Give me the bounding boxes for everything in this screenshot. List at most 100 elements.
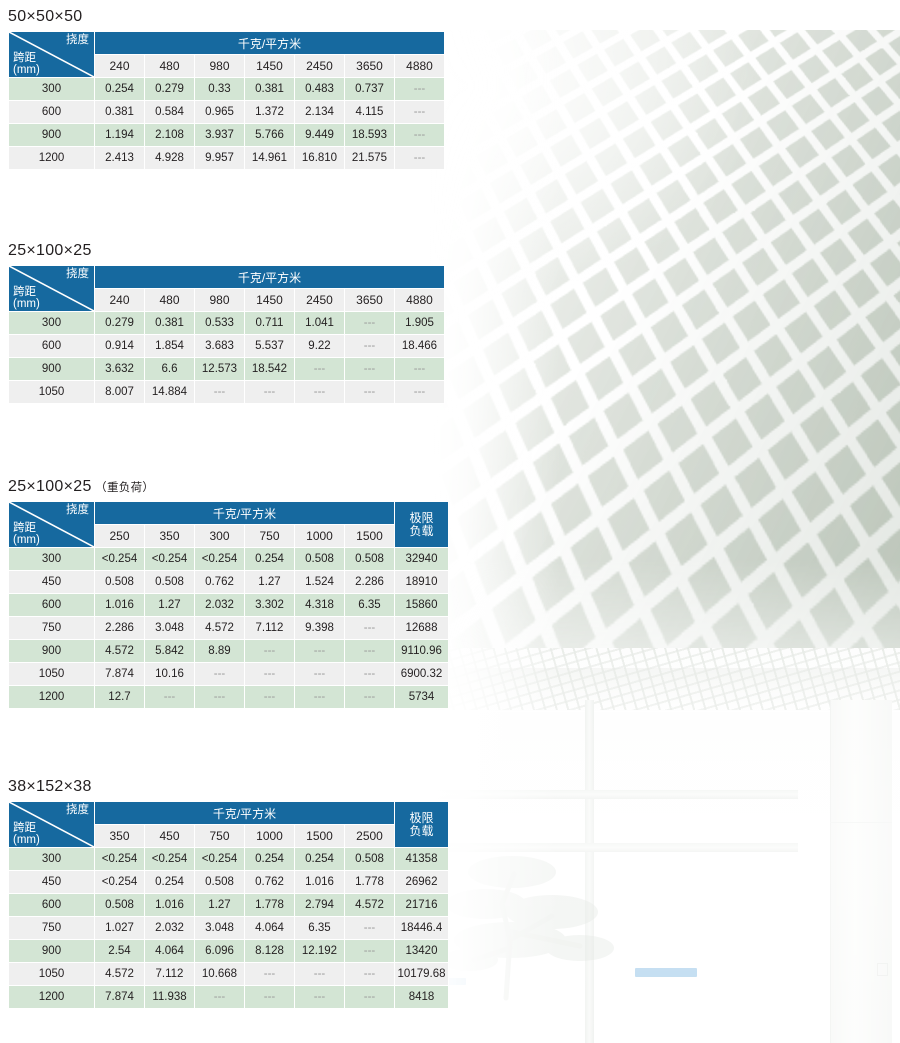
deflection-value-cell: ---	[295, 663, 344, 685]
deflection-value-cell: 9.398	[295, 617, 344, 639]
deflection-value-cell: 2.134	[295, 101, 344, 123]
deflection-value-cell: 6.35	[295, 917, 344, 939]
deflection-value-cell: 1.778	[245, 894, 294, 916]
span-axis-label: 跨距 (mm)	[13, 52, 40, 76]
load-column-header: 3650	[345, 55, 394, 77]
deflection-value-cell: 11.938	[145, 986, 194, 1008]
deflection-value-cell: 16.810	[295, 147, 344, 169]
deflection-value-cell: ---	[245, 663, 294, 685]
load-column-header: 480	[145, 289, 194, 311]
span-value-cell: 600	[9, 594, 94, 616]
deflection-value-cell: ---	[395, 381, 444, 403]
table-title: 25×100×25 （重负荷）	[8, 478, 449, 496]
span-value-cell: 1050	[9, 663, 94, 685]
deflection-value-cell: 1.027	[95, 917, 144, 939]
deflection-axis-label: 挠度	[66, 34, 89, 46]
span-axis-unit: (mm)	[13, 534, 40, 546]
deflection-value-cell: 0.965	[195, 101, 244, 123]
table-row: 1200 2.413 4.928 9.957 14.961 16.810 21.575 ---	[9, 147, 444, 169]
deflection-value-cell: 8.128	[245, 940, 294, 962]
deflection-value-cell: ---	[195, 663, 244, 685]
span-value-cell: 900	[9, 358, 94, 380]
deflection-value-cell: 7.112	[245, 617, 294, 639]
span-axis-label: 跨距 (mm)	[13, 522, 40, 546]
deflection-value-cell: 7.112	[145, 963, 194, 985]
deflection-value-cell: ---	[245, 381, 294, 403]
deflection-value-cell: 5.842	[145, 640, 194, 662]
load-column-header: 980	[195, 55, 244, 77]
deflection-value-cell: 12.573	[195, 358, 244, 380]
span-value-cell: 1200	[9, 147, 94, 169]
deflection-value-cell: ---	[345, 640, 394, 662]
deflection-value-cell: ---	[245, 640, 294, 662]
deflection-value-cell: 0.254	[145, 871, 194, 893]
deflection-value-cell: ---	[395, 358, 444, 380]
table-row: 1050 4.572 7.112 10.668 --- --- --- 10179.68	[9, 963, 448, 985]
ultimate-load-header: 极限 负载	[395, 802, 448, 847]
deflection-value-cell: 0.762	[245, 871, 294, 893]
table-row: 600 0.508 1.016 1.27 1.778 2.794 4.572 21716	[9, 894, 448, 916]
deflection-value-cell: 9.957	[195, 147, 244, 169]
deflection-value-cell: <0.254	[95, 548, 144, 570]
deflection-value-cell: ---	[345, 617, 394, 639]
deflection-value-cell: 0.508	[195, 871, 244, 893]
deflection-value-cell: ---	[295, 640, 344, 662]
span-value-cell: 300	[9, 848, 94, 870]
load-column-header: 1500	[345, 525, 394, 547]
load-column-header: 250	[95, 525, 144, 547]
deflection-value-cell: 1.372	[245, 101, 294, 123]
deflection-value-cell: ---	[345, 381, 394, 403]
span-axis-unit: (mm)	[13, 64, 40, 76]
table-row: 600 0.381 0.584 0.965 1.372 2.134 4.115 ---	[9, 101, 444, 123]
deflection-value-cell: 0.737	[345, 78, 394, 100]
load-column-header: 350	[145, 525, 194, 547]
deflection-value-cell: 2.108	[145, 124, 194, 146]
deflection-value-cell: 6.6	[145, 358, 194, 380]
ultimate-load-cell: 18446.4	[395, 917, 448, 939]
span-value-cell: 1050	[9, 381, 94, 403]
ultimate-load-cell: 32940	[395, 548, 448, 570]
deflection-value-cell: 1.27	[195, 894, 244, 916]
deflection-value-cell: ---	[345, 917, 394, 939]
deflection-value-cell: 2.794	[295, 894, 344, 916]
load-column-header: 750	[245, 525, 294, 547]
span-value-cell: 750	[9, 917, 94, 939]
deflection-value-cell: 6.35	[345, 594, 394, 616]
table-title: 50×50×50	[8, 8, 445, 26]
table-row: 600 1.016 1.27 2.032 3.302 4.318 6.35 15860	[9, 594, 448, 616]
deflection-value-cell: 1.524	[295, 571, 344, 593]
load-column-header: 1500	[295, 825, 344, 847]
table-row: 900 1.194 2.108 3.937 5.766 9.449 18.593 ---	[9, 124, 444, 146]
deflection-value-cell: 3.937	[195, 124, 244, 146]
table-row: 600 0.914 1.854 3.683 5.537 9.22 --- 18.466	[9, 335, 444, 357]
deflection-value-cell: 2.286	[95, 617, 144, 639]
deflection-value-cell: 10.16	[145, 663, 194, 685]
deflection-value-cell: 9.22	[295, 335, 344, 357]
load-unit-header: 千克/平方米	[95, 32, 444, 54]
deflection-value-cell: ---	[345, 986, 394, 1008]
deflection-value-cell: 3.683	[195, 335, 244, 357]
table-title-text: 50×50×50	[8, 8, 83, 25]
deflection-value-cell: 4.064	[245, 917, 294, 939]
deflection-value-cell: 1.27	[245, 571, 294, 593]
deflection-value-cell: ---	[195, 381, 244, 403]
table-row: 300 <0.254 <0.254 <0.254 0.254 0.254 0.508 4135…	[9, 848, 448, 870]
deflection-value-cell: 0.279	[145, 78, 194, 100]
table-row: 1200 12.7 --- --- --- --- --- 5734	[9, 686, 448, 708]
deflection-value-cell: 0.711	[245, 312, 294, 334]
span-value-cell: 900	[9, 940, 94, 962]
deflection-value-cell: 14.961	[245, 147, 294, 169]
load-column-header: 750	[195, 825, 244, 847]
ultimate-load-header-line1: 极限	[409, 810, 434, 825]
deflection-axis-label: 挠度	[66, 804, 89, 816]
load-unit-header: 千克/平方米	[95, 266, 444, 288]
load-column-header: 1450	[245, 289, 294, 311]
deflection-value-cell: ---	[345, 940, 394, 962]
deflection-value-cell: 4.572	[195, 617, 244, 639]
deflection-value-cell: 0.508	[345, 848, 394, 870]
span-value-cell: 1200	[9, 686, 94, 708]
deflection-value-cell: 18.542	[245, 358, 294, 380]
table-row: 300 0.254 0.279 0.33 0.381 0.483 0.737 ---	[9, 78, 444, 100]
deflection-value-cell: <0.254	[145, 848, 194, 870]
load-column-header: 4880	[395, 289, 444, 311]
